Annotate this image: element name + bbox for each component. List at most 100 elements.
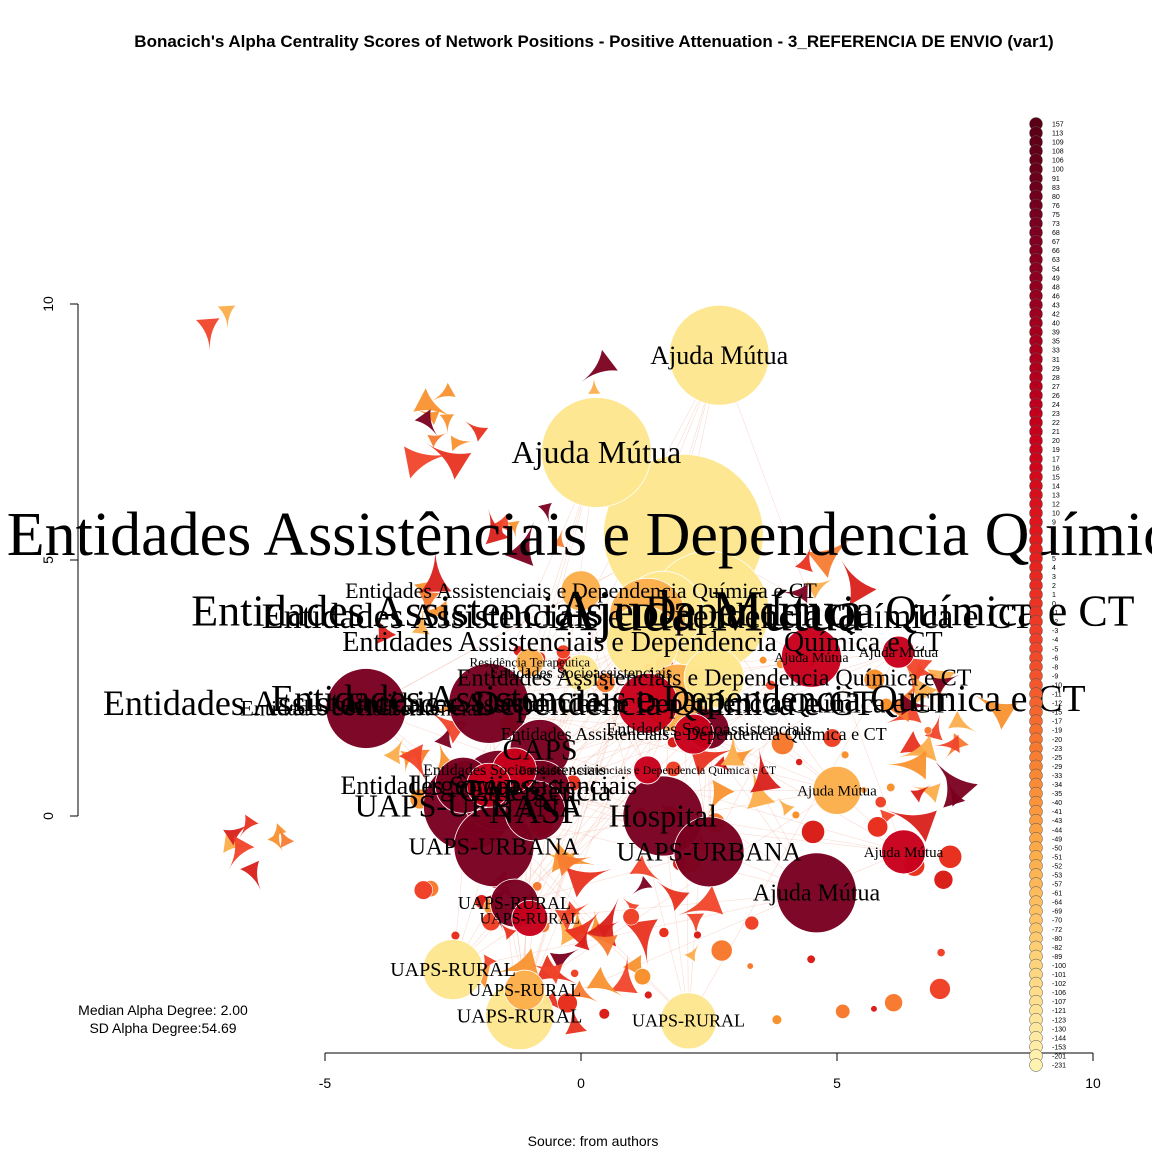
x-tick-label: 5 xyxy=(833,1075,841,1091)
legend-value: -201 xyxy=(1052,1053,1066,1060)
legend-value: 16 xyxy=(1052,465,1060,472)
legend-value: -3 xyxy=(1052,628,1058,635)
arrowhead-wedge xyxy=(504,521,535,566)
legend-value: 29 xyxy=(1052,366,1060,373)
node-label: Ajuda Mútua xyxy=(511,434,681,470)
arrowhead-wedge xyxy=(485,508,510,545)
legend-value: 108 xyxy=(1052,149,1064,156)
legend-value: 27 xyxy=(1052,384,1060,391)
arrowhead-wedge xyxy=(556,852,593,877)
legend-value: -12 xyxy=(1052,701,1062,708)
minor-node xyxy=(758,656,768,665)
legend-value: 66 xyxy=(1052,248,1060,255)
arrowhead-wedge xyxy=(622,954,649,987)
node-label: Urgência xyxy=(409,769,518,802)
arrowhead-wedge xyxy=(566,867,613,898)
arrowhead-wedge xyxy=(439,414,455,435)
network-node xyxy=(668,304,770,406)
legend-value: 19 xyxy=(1052,447,1060,454)
arrowhead-wedge xyxy=(240,860,262,891)
arrowhead-wedge xyxy=(841,559,877,606)
network-node xyxy=(633,755,662,785)
minor-node xyxy=(771,1014,783,1025)
minor-node xyxy=(665,760,682,777)
legend-value: -89 xyxy=(1052,954,1062,961)
legend-value: -15 xyxy=(1052,710,1062,717)
arrowhead-wedge xyxy=(625,919,658,966)
legend-value: -5 xyxy=(1052,646,1058,653)
network-node xyxy=(781,626,842,688)
legend-value: 22 xyxy=(1052,420,1060,427)
legend-value: -130 xyxy=(1052,1026,1066,1033)
arrowhead-wedge xyxy=(622,897,640,914)
arrowhead-wedge xyxy=(905,665,938,705)
minor-node xyxy=(791,810,801,820)
arrowhead-wedge xyxy=(720,731,746,766)
arrowhead-wedge xyxy=(629,855,663,882)
y-tick-label: 5 xyxy=(40,556,56,564)
legend-value: -35 xyxy=(1052,791,1062,798)
arrowhead-wedge xyxy=(899,731,937,761)
node-label: Ajuda Mútua xyxy=(555,578,863,643)
legend-value: -53 xyxy=(1052,872,1062,879)
network-node xyxy=(881,829,926,875)
node-label: Emergência xyxy=(469,774,612,807)
legend-value: 5 xyxy=(1052,556,1056,563)
minor-node xyxy=(765,679,776,691)
node-label: UAPS-RURAL xyxy=(632,1011,745,1031)
minor-node xyxy=(413,880,433,900)
legend-value: 68 xyxy=(1052,230,1060,237)
y-tick-label: 0 xyxy=(40,812,56,820)
legend-value: -72 xyxy=(1052,927,1062,934)
sd-stat: SD Alpha Degree:54.69 xyxy=(89,1020,236,1036)
legend-value: -69 xyxy=(1052,909,1062,916)
arrowhead-wedge xyxy=(411,608,430,635)
arrowhead-wedge xyxy=(610,954,638,994)
arrowhead-wedge xyxy=(689,746,735,776)
arrowhead-wedge xyxy=(948,710,978,733)
arrowhead-wedge xyxy=(677,885,724,916)
legend-value: 40 xyxy=(1052,321,1060,328)
legend-value: 49 xyxy=(1052,275,1060,282)
legend-value: 43 xyxy=(1052,302,1060,309)
legend-value: -6 xyxy=(1052,655,1058,662)
legend-value: -80 xyxy=(1052,936,1062,943)
node-label: CAPS xyxy=(503,733,578,766)
arrowhead-wedge xyxy=(228,835,255,870)
network-edge xyxy=(452,769,648,970)
arrowhead-wedge xyxy=(934,760,978,807)
legend-value: -1 xyxy=(1052,610,1058,617)
legend-value: -10 xyxy=(1052,682,1062,689)
legend-value: 91 xyxy=(1052,176,1060,183)
minor-node xyxy=(633,968,651,986)
legend-value: 2 xyxy=(1052,583,1056,590)
legend-value: 28 xyxy=(1052,375,1060,382)
legend-value: 0 xyxy=(1052,601,1056,608)
network-node xyxy=(511,900,549,937)
arrowhead-wedge xyxy=(885,750,927,780)
legend-value: 42 xyxy=(1052,312,1060,319)
network-node xyxy=(776,852,857,934)
legend-value: -52 xyxy=(1052,863,1062,870)
arrowhead-wedge xyxy=(657,881,690,911)
median-stat: Median Alpha Degree: 2.00 xyxy=(78,1002,248,1018)
node-label: UAPS-URBANA xyxy=(409,835,580,861)
legend-value: -100 xyxy=(1052,963,1066,970)
legend-value: 113 xyxy=(1052,131,1063,138)
node-label: Ajuda Mútua xyxy=(774,651,849,666)
legend-value: 157 xyxy=(1052,122,1064,129)
legend-value: 3 xyxy=(1052,574,1056,581)
arrowhead-wedge xyxy=(374,612,397,644)
minor-node xyxy=(744,915,760,931)
minor-node xyxy=(938,844,963,869)
legend-value: 75 xyxy=(1052,212,1060,219)
network-edge xyxy=(524,790,838,991)
network-edge xyxy=(718,355,904,852)
legend-value: -153 xyxy=(1052,1044,1066,1051)
node-label: Entidades Assistenciais e Dependencia Qu… xyxy=(271,678,1086,720)
arrowhead-wedge xyxy=(480,954,497,976)
legend-value: -70 xyxy=(1052,918,1062,925)
legend-value: 33 xyxy=(1052,348,1060,355)
legend-value: -4 xyxy=(1052,637,1058,644)
arrowhead-wedge xyxy=(883,679,920,723)
